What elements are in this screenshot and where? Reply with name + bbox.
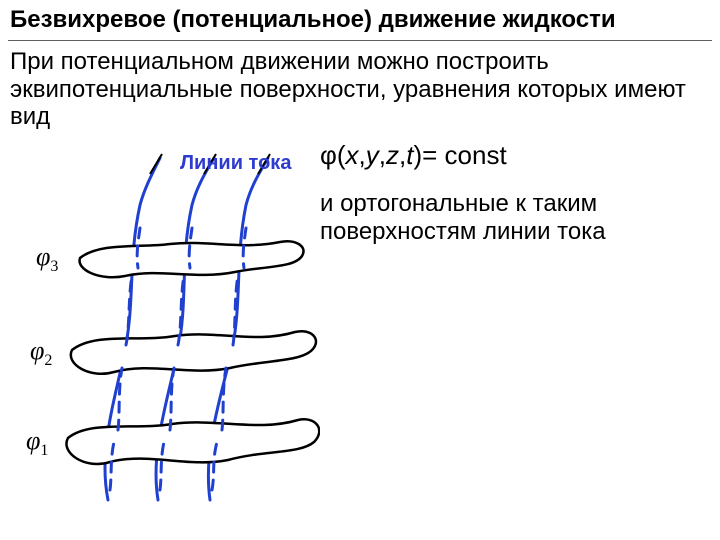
equation-phi-const: φ(x,y,z,t)= const <box>320 140 507 171</box>
orthogonal-note: и ортогональные к таким поверхностям лин… <box>320 190 700 245</box>
intro-paragraph: При потенциальном движении можно построи… <box>10 48 710 131</box>
phi-label: φ1 <box>26 426 48 460</box>
slide: { "title": "Безвихревое (потенциальное) … <box>0 0 720 540</box>
phi-label: φ2 <box>30 336 52 370</box>
streamlines-label: Линии тока <box>180 152 291 175</box>
page-title: Безвихревое (потенциальное) движение жид… <box>10 6 710 34</box>
diagram-svg <box>10 150 320 510</box>
phi-label: φ3 <box>36 242 58 276</box>
horizontal-rule <box>8 40 712 41</box>
streamlines-diagram: Линии тока φ3 φ2 φ1 <box>10 150 320 510</box>
